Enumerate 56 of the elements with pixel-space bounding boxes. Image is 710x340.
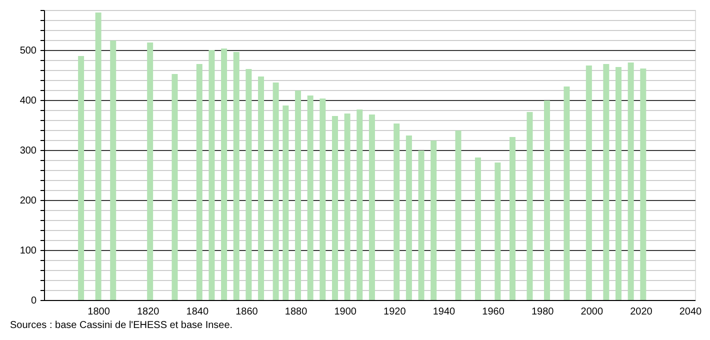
bar: [628, 62, 634, 300]
bar: [332, 116, 338, 300]
bar: [564, 86, 570, 300]
bar: [356, 110, 363, 300]
bar: [544, 100, 550, 300]
x-tick-label: 1960: [482, 306, 505, 318]
y-tick-label: 200: [20, 196, 37, 206]
bar: [616, 67, 622, 300]
bar: [272, 82, 279, 300]
bar: [586, 66, 592, 300]
x-tick-label: 1980: [531, 306, 554, 318]
bar: [455, 130, 462, 300]
bar: [172, 74, 178, 300]
x-tick-label: 1900: [334, 306, 357, 318]
bar: [494, 162, 501, 300]
bar: [208, 50, 215, 300]
source-note: Sources : base Cassini de l'EHESS et base Insee.: [10, 320, 233, 331]
bar: [233, 52, 240, 300]
y-tick-label: 0: [30, 296, 37, 306]
y-tick-label: 100: [20, 246, 37, 256]
bar: [406, 136, 412, 300]
bar: [394, 124, 400, 300]
bar: [368, 114, 375, 300]
bar: [526, 112, 533, 300]
x-tick-label: 1820: [136, 306, 160, 318]
x-tick-label: 2000: [580, 306, 604, 318]
x-tick-label: 1840: [186, 306, 209, 318]
x-tick-label: 1920: [384, 306, 406, 318]
bar: [640, 68, 646, 300]
y-tick-label: 300: [20, 146, 37, 156]
bar: [78, 56, 84, 300]
bar: [246, 69, 252, 300]
x-tick-label: 2040: [679, 306, 702, 318]
x-tick-label: 1880: [284, 306, 308, 318]
bar: [430, 140, 437, 300]
bar: [418, 150, 424, 300]
y-tick-label: 500: [20, 46, 37, 56]
bar: [320, 98, 326, 300]
x-tick-label: 1860: [236, 306, 258, 318]
bar: [509, 137, 516, 300]
x-tick-label: 1940: [432, 306, 456, 318]
x-tick-label: 1800: [88, 306, 110, 318]
bar: [196, 64, 202, 300]
bar: [221, 48, 228, 300]
bar: [282, 106, 289, 300]
bar: [344, 114, 350, 300]
x-tick-label: 2020: [630, 306, 653, 318]
bar: [147, 42, 154, 300]
bar: [295, 90, 302, 300]
bar: [258, 76, 264, 300]
bar: [95, 12, 102, 300]
bar: [603, 64, 610, 300]
y-tick-label: 400: [20, 96, 37, 106]
bar: [110, 40, 116, 300]
bar: [474, 158, 481, 300]
bar: [307, 96, 314, 300]
